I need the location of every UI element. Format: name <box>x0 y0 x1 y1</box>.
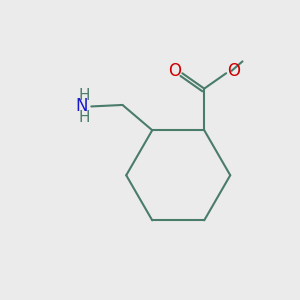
Text: H: H <box>78 88 90 103</box>
Text: O: O <box>168 62 182 80</box>
Text: N: N <box>75 98 88 116</box>
Text: O: O <box>227 62 240 80</box>
Text: H: H <box>78 110 90 125</box>
